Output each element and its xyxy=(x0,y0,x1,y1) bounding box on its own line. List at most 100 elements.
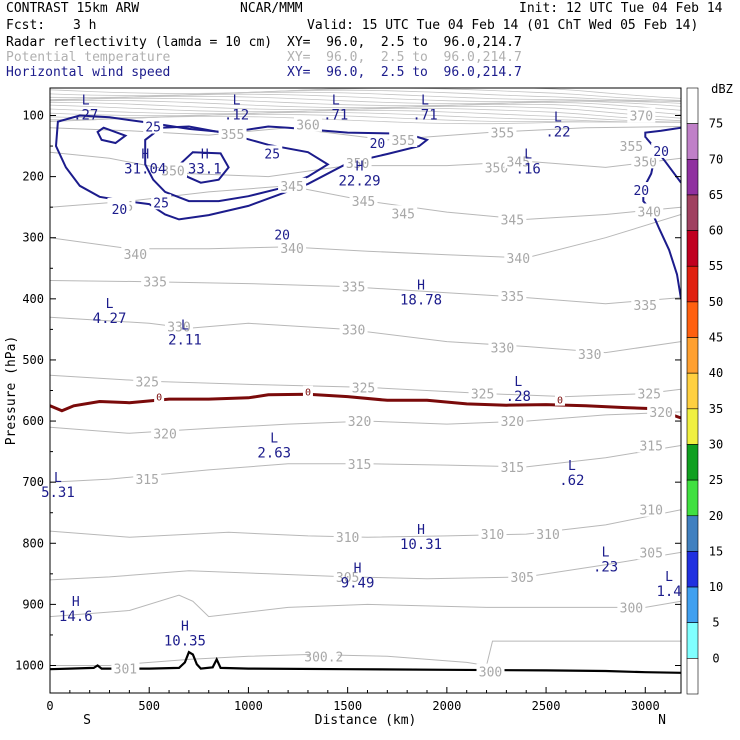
wind-label: 20 xyxy=(370,137,386,152)
theta-line xyxy=(50,374,681,398)
theta-label-bg xyxy=(635,203,664,219)
extremum-letter: L xyxy=(270,431,278,446)
extremum-value: 10.35 xyxy=(164,634,206,650)
extremum-value: 18.78 xyxy=(400,293,442,309)
colorbar-level: 25 xyxy=(709,473,723,487)
extremum-letter: L xyxy=(524,147,532,162)
theta-label: 310 xyxy=(639,504,662,519)
theta-label: 350 xyxy=(161,165,184,180)
theta-label: 320 xyxy=(501,415,524,430)
wind-label: 20 xyxy=(274,229,290,244)
theta-label-bg xyxy=(478,526,507,542)
theta-label: 335 xyxy=(634,299,657,314)
extremum-value: 2.11 xyxy=(168,332,202,348)
y-tick-label: 200 xyxy=(22,170,44,184)
theta-label: 325 xyxy=(352,381,375,396)
theta-label-bg xyxy=(647,403,676,419)
theta-label: 355 xyxy=(491,127,514,142)
colorbar-level: 0 xyxy=(712,651,719,665)
colorbar-segment xyxy=(686,408,699,445)
theta-label: 300.2 xyxy=(304,650,343,665)
colorbar-segment xyxy=(686,194,699,231)
theta-label-bg xyxy=(141,273,170,289)
theta-label: 360 xyxy=(296,119,319,134)
colorbar-level: 75 xyxy=(709,117,723,131)
theta-label-bg xyxy=(637,437,666,453)
theta-label: 340 xyxy=(638,205,661,220)
wind-25-contour xyxy=(144,125,330,203)
theta-label-bg xyxy=(498,458,527,474)
wind-label-bg xyxy=(151,194,172,210)
field-name-theta: Potential temperature xyxy=(6,50,171,65)
theta-label: 340 xyxy=(507,252,530,267)
y-tick-label: 400 xyxy=(22,292,44,306)
freezing-label: 0 xyxy=(557,396,563,407)
y-tick-label: 700 xyxy=(22,475,44,489)
colorbar-segment xyxy=(686,123,699,160)
wind-25-inner-contour xyxy=(96,126,128,145)
extremum-value: .23 xyxy=(593,560,618,576)
extremum-letter: L xyxy=(602,546,610,561)
theta-label: 335 xyxy=(501,290,524,305)
wind-label-bg xyxy=(272,226,293,242)
theta-label: 300 xyxy=(479,666,502,681)
x-tick-label: 0 xyxy=(46,699,53,713)
theta-label-bg xyxy=(631,296,660,312)
colorbar-level: 15 xyxy=(709,544,723,558)
x-tick-label: 1000 xyxy=(234,699,263,713)
title-left: CONTRAST 15km ARW xyxy=(6,1,140,16)
theta-label: 310 xyxy=(481,528,504,543)
theta-label: 355 xyxy=(391,134,414,149)
x-end-label-north: N xyxy=(658,713,666,728)
theta-label-bg xyxy=(389,131,418,147)
theta-label-bg xyxy=(343,155,372,171)
theta-label-bg xyxy=(488,124,517,140)
extremum-letter: L xyxy=(82,94,90,109)
theta-label-bg xyxy=(278,240,307,256)
theta-label: 320 xyxy=(649,406,672,421)
y-tick-label: 500 xyxy=(22,353,44,367)
theta-label-bg xyxy=(617,138,646,154)
y-tick-label: 300 xyxy=(22,231,44,245)
theta-label-bg xyxy=(159,162,188,178)
extremum-value: 5.31 xyxy=(41,485,75,501)
extremum-letter: L xyxy=(665,570,673,585)
theta-label: 325 xyxy=(638,388,661,403)
strat-theta-line xyxy=(50,88,681,99)
extremum-value: 14.6 xyxy=(59,609,93,625)
field-xy-reflectivity: XY= 96.0, 2.5 to 96.0,214.7 xyxy=(287,35,522,50)
theta-label: 325 xyxy=(135,375,158,390)
extremum-letter: H xyxy=(417,523,425,538)
field-name-reflectivity: Radar reflectivity (lamda = 10 cm) xyxy=(6,35,273,50)
theta-label-bg xyxy=(309,648,338,664)
colorbar-level: 65 xyxy=(709,188,723,202)
extremum-value: .62 xyxy=(559,473,584,489)
theta-label-bg xyxy=(293,116,322,132)
theta-label-bg xyxy=(498,287,527,303)
extremum-value: .71 xyxy=(412,108,437,124)
theta-label-bg xyxy=(333,529,362,545)
extremum-letter: H xyxy=(354,562,362,577)
x-tick-label: 1500 xyxy=(333,699,362,713)
extremum-letter: H xyxy=(141,147,149,162)
freezing-label: 0 xyxy=(305,388,311,399)
field-name-wind: Horizontal wind speed xyxy=(6,65,171,80)
theta-label-bg xyxy=(349,379,378,395)
extremum-letter: H xyxy=(417,279,425,294)
wind-label-bg xyxy=(367,135,388,150)
theta-label-bg xyxy=(151,425,180,441)
colorbar-segment xyxy=(686,551,699,588)
theta-label-bg xyxy=(333,568,362,584)
valid-time: Valid: 15 UTC Tue 04 Feb 14 (01 ChT Wed … xyxy=(307,18,699,33)
x-tick-label: 2500 xyxy=(532,699,561,713)
strat-theta-line xyxy=(50,99,681,108)
colorbar-segment xyxy=(686,586,699,624)
colorbar-level: 10 xyxy=(709,580,723,594)
wind-label-bg xyxy=(109,201,130,216)
freezing-level-line xyxy=(49,392,682,420)
theta-line xyxy=(50,214,681,259)
extremum-letter: L xyxy=(54,471,62,486)
extremum-value: 4.27 xyxy=(93,311,127,327)
extremum-value: 31.04 xyxy=(124,161,166,177)
